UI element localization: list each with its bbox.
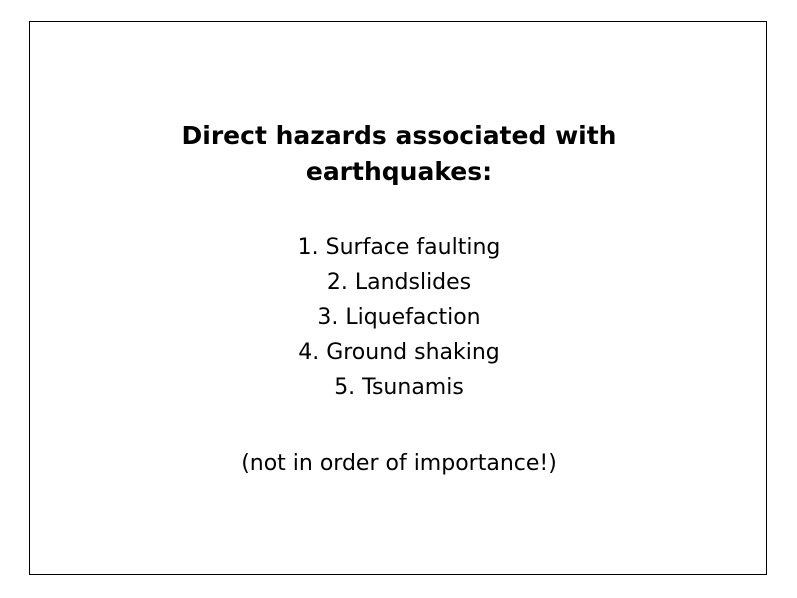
hazard-item-landslides: 2. Landslides [326,270,472,295]
slide-title-line-1: Direct hazards associated with [181,121,617,150]
hazard-list: 1. Surface faulting 2. Landslides 3. Liq… [29,230,769,405]
slide-title: Direct hazards associated with earthquak… [29,118,769,190]
slide-frame [29,21,767,575]
hazard-item-liquefaction: 3. Liquefaction [317,305,481,330]
hazard-item-ground-shaking: 4. Ground shaking [298,340,500,365]
hazard-item-surface-faulting: 1. Surface faulting [297,235,501,260]
hazard-item-tsunamis: 5. Tsunamis [334,375,464,400]
slide-title-line-2: earthquakes: [305,157,493,186]
slide-note: (not in order of importance!) [241,451,557,476]
